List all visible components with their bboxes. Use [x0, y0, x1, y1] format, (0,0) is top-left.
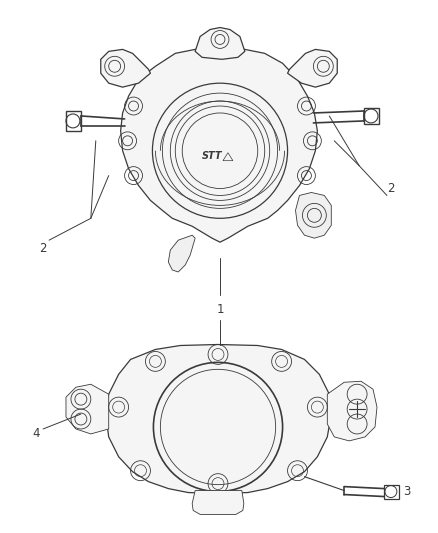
Text: 3: 3: [403, 485, 410, 498]
Text: 4: 4: [32, 427, 40, 440]
Polygon shape: [296, 192, 331, 238]
Polygon shape: [327, 381, 377, 441]
Polygon shape: [66, 384, 109, 434]
Text: 1: 1: [216, 303, 224, 316]
Text: 2: 2: [39, 241, 47, 255]
Polygon shape: [192, 490, 244, 514]
Polygon shape: [120, 47, 318, 242]
Polygon shape: [195, 28, 245, 59]
Polygon shape: [168, 235, 195, 272]
Text: 2: 2: [387, 182, 395, 195]
Polygon shape: [288, 50, 337, 87]
Polygon shape: [101, 50, 150, 87]
Polygon shape: [106, 344, 331, 494]
Text: STT: STT: [202, 151, 223, 161]
